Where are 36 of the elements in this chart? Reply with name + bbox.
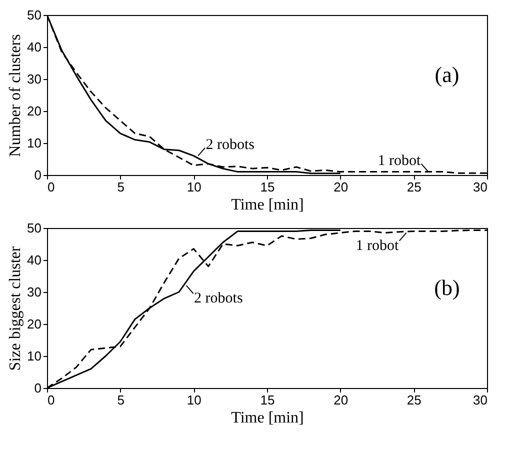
x-tick-label: 30 — [473, 180, 488, 194]
annotation: 2 robots — [194, 290, 243, 307]
x-tick-label: 10 — [186, 392, 202, 408]
annotation: 1 robot — [378, 152, 422, 169]
y-tick-label: 50 — [27, 220, 42, 236]
x-tick-label: 25 — [406, 180, 422, 194]
y-axis-title: Number of clusters — [7, 34, 24, 157]
x-axis-title: Time [min] — [231, 196, 304, 214]
x-tick-label: 5 — [117, 180, 124, 194]
x-axis-title: Time [min] — [231, 410, 304, 426]
x-tick-label: 20 — [334, 180, 348, 194]
x-tick-label: 15 — [260, 180, 275, 194]
x-tick-label: 10 — [186, 180, 202, 194]
y-tick-label: 30 — [27, 72, 42, 86]
y-tick-label: 0 — [34, 168, 42, 182]
y-tick-label: 10 — [27, 136, 42, 150]
y-tick-label: 30 — [27, 284, 42, 300]
y-tick-label: 40 — [27, 252, 42, 268]
y-tick-label: 20 — [27, 104, 42, 118]
y-tick-label: 20 — [27, 316, 42, 332]
x-tick-label: 0 — [48, 180, 55, 194]
x-tick-label: 5 — [117, 392, 124, 408]
x-tick-label: 25 — [406, 392, 422, 408]
x-tick-label: 20 — [334, 392, 348, 408]
x-tick-label: 30 — [473, 392, 488, 408]
annotation: (b) — [434, 275, 460, 300]
y-tick-label: 10 — [27, 348, 42, 364]
y-tick-label: 0 — [34, 380, 42, 396]
y-axis-title: Size biggest cluster — [7, 246, 24, 371]
x-tick-label: 15 — [260, 392, 275, 408]
x-tick-label: 0 — [48, 392, 55, 408]
y-tick-label: 50 — [27, 8, 42, 22]
annotation: (a) — [434, 62, 460, 87]
y-tick-label: 40 — [27, 40, 42, 54]
annotation: 1 robot — [356, 238, 400, 254]
annotation: 2 robots — [206, 136, 255, 153]
